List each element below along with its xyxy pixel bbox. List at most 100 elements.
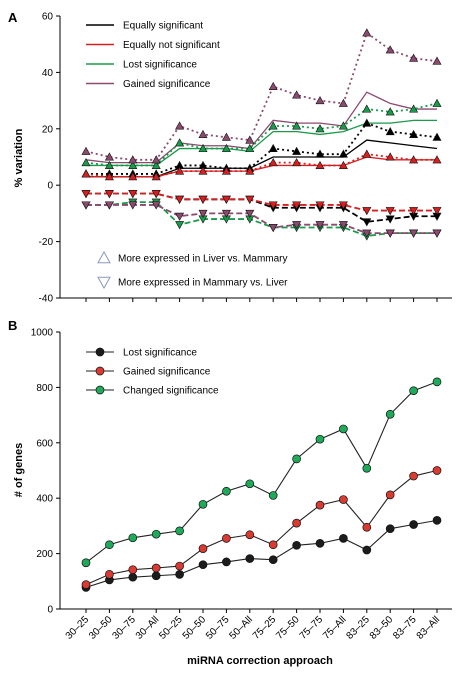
- panel-a-point: [221, 143, 231, 153]
- panel-a-point: [151, 190, 161, 199]
- panel-b-y-axis-label: # of genes: [13, 443, 25, 497]
- panel-b-point: [432, 466, 442, 475]
- panel-a-point: [338, 149, 348, 158]
- panel-a-point: [245, 166, 255, 175]
- panel-a-point: [409, 229, 419, 238]
- panel-a-legend-label: Equally not significant: [123, 40, 220, 51]
- panel-a-series-line-3: [85, 91, 437, 164]
- panel-b-point: [81, 580, 91, 589]
- panel-a-point: [315, 201, 325, 210]
- panel-b-x-tick-label: 30–50: [87, 614, 115, 642]
- panel-a-point: [81, 201, 91, 210]
- panel-b-point: [175, 561, 184, 571]
- panel-a-point: [151, 201, 161, 210]
- panel-b-point: [151, 529, 161, 539]
- panel-a-point: [362, 104, 372, 113]
- panel-a-point: [81, 158, 91, 167]
- panel-a-point: [245, 143, 255, 153]
- panel-b-series-line-2: [85, 381, 438, 564]
- panel-a-point: [245, 135, 255, 144]
- panel-b-point: [245, 554, 255, 563]
- panel-a-point: [362, 28, 372, 37]
- panel-a-point: [362, 149, 372, 158]
- panel-a-point: [221, 166, 231, 175]
- panel-a-point: [268, 224, 278, 233]
- panel-b-legend-label: Changed significance: [123, 386, 219, 397]
- panel-a-legend-label: Gained significance: [123, 79, 211, 90]
- panel-a-point: [432, 98, 442, 107]
- panel-b-point: [198, 544, 208, 553]
- panel-b-point: [222, 557, 231, 567]
- panel-a-point: [198, 143, 208, 153]
- panel-b-point: [409, 471, 418, 481]
- panel-b-x-tick-label: 75–50: [274, 614, 302, 642]
- panel-a-y-tick-label: -40: [39, 294, 54, 305]
- panel-a-point: [432, 207, 442, 216]
- triangle-down-icon: [97, 276, 111, 290]
- panel-b-y-tick-label: 0: [47, 605, 53, 616]
- panel-b: B # of genes miRNA correction approach 0…: [8, 318, 452, 667]
- panel-a-point: [292, 158, 302, 167]
- panel-a-point: [81, 190, 91, 199]
- panel-b-point: [222, 534, 231, 543]
- panel-a-point: [198, 129, 208, 138]
- panel-a-point: [104, 160, 114, 169]
- panel-a-point: [409, 104, 419, 113]
- triangle-up-icon: [97, 250, 111, 264]
- panel-a-marker-legend-label: More expressed in Liver vs. Mammary: [118, 254, 288, 265]
- panel-a-point: [128, 201, 138, 210]
- panel-a-point: [128, 160, 138, 169]
- panel-a-point: [315, 221, 325, 230]
- panel-a-point: [315, 95, 325, 105]
- panel-b-point: [362, 545, 372, 555]
- panel-a-legend-label: Equally significant: [123, 21, 203, 32]
- panel-b-point: [362, 522, 372, 532]
- panel-b-x-tick-label: 83–25: [344, 614, 372, 642]
- panel-a-point: [268, 143, 278, 153]
- panel-a-series: [81, 28, 442, 241]
- panel-b-point: [175, 526, 184, 536]
- panel-b-point: [315, 500, 325, 510]
- panel-a-point: [175, 166, 185, 175]
- panel-a-point: [268, 121, 278, 130]
- panel-b-x-tick-label: 50–50: [181, 614, 209, 642]
- panel-b-legend-swatch-marker: [95, 385, 105, 395]
- panel-b-legend-label: Lost significance: [123, 348, 197, 359]
- panel-a-point: [104, 190, 114, 199]
- panel-b-x-axis-label: miRNA correction approach: [187, 655, 333, 667]
- panel-a-point: [175, 221, 185, 230]
- panel-a-point: [385, 45, 395, 54]
- panel-a-point: [175, 212, 185, 221]
- panel-a-point: [432, 229, 442, 238]
- panel-a-point: [221, 209, 231, 219]
- panel-a-series-line-1: [86, 156, 437, 178]
- panel-b-point: [385, 490, 395, 500]
- panel-b-y-tick-label: 600: [36, 438, 53, 449]
- panel-b-legend-label: Gained significance: [123, 367, 211, 378]
- panel-a-point: [362, 207, 372, 216]
- panel-b-x-tick-label: 75–25: [251, 614, 279, 642]
- panel-a-point: [338, 201, 348, 210]
- panel-a-point: [292, 90, 302, 99]
- panel-b-x-tick-label: 30–25: [64, 614, 92, 642]
- panel-a-point: [128, 155, 138, 164]
- panel-a-y-tick-label: 20: [42, 124, 54, 135]
- panel-a-point: [198, 209, 208, 219]
- panel-a-point: [104, 152, 114, 161]
- panel-a-point: [385, 207, 395, 216]
- panel-a-point: [104, 172, 114, 181]
- panel-b-x-tick-label: 83–All: [415, 614, 442, 641]
- panel-a-legend-label: Lost significance: [123, 60, 197, 71]
- panel-b-point: [315, 539, 325, 548]
- panel-b-point: [385, 409, 395, 419]
- panel-b-point: [292, 518, 301, 528]
- panel-a-point: [151, 155, 161, 164]
- panel-b-point: [292, 454, 301, 464]
- panel-b-point: [432, 377, 442, 387]
- panel-a-point: [198, 166, 208, 175]
- panel-a-point: [385, 127, 395, 136]
- panel-b-point: [268, 491, 278, 500]
- panel-a-point: [221, 132, 231, 141]
- panel-a-point: [175, 121, 185, 130]
- panel-b-axes: 0200400600800100030–2530–5030–7530–All50…: [31, 328, 452, 642]
